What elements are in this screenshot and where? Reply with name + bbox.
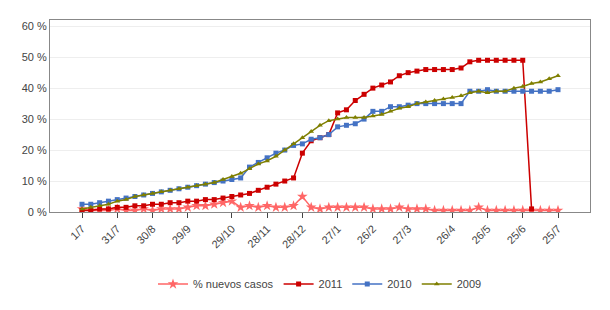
svg-text:26/2: 26/2 [355,223,379,247]
svg-text:26/5: 26/5 [469,223,493,247]
svg-text:2011: 2011 [319,278,343,290]
svg-text:29/10: 29/10 [209,223,237,251]
svg-text:28/11: 28/11 [245,223,272,250]
svg-text:20 %: 20 % [22,144,47,156]
svg-text:25/7: 25/7 [540,223,564,247]
svg-text:0 %: 0 % [28,206,47,218]
svg-text:26/4: 26/4 [434,223,458,247]
svg-text:2009: 2009 [457,278,481,290]
svg-text:2010: 2010 [387,278,411,290]
svg-text:% nuevos casos: % nuevos casos [193,278,274,290]
svg-text:29/9: 29/9 [169,223,193,247]
svg-text:31/7: 31/7 [99,223,123,247]
svg-text:30/8: 30/8 [134,223,158,247]
svg-text:60 %: 60 % [22,20,47,32]
svg-text:28/12: 28/12 [280,223,308,251]
svg-text:10 %: 10 % [22,175,47,187]
svg-text:27/1: 27/1 [319,223,343,247]
svg-text:50 %: 50 % [22,51,47,63]
svg-text:40 %: 40 % [22,82,47,94]
svg-text:1/7: 1/7 [68,223,87,242]
svg-text:25/6: 25/6 [504,223,528,247]
svg-text:27/3: 27/3 [390,223,414,247]
svg-text:30 %: 30 % [22,113,47,125]
